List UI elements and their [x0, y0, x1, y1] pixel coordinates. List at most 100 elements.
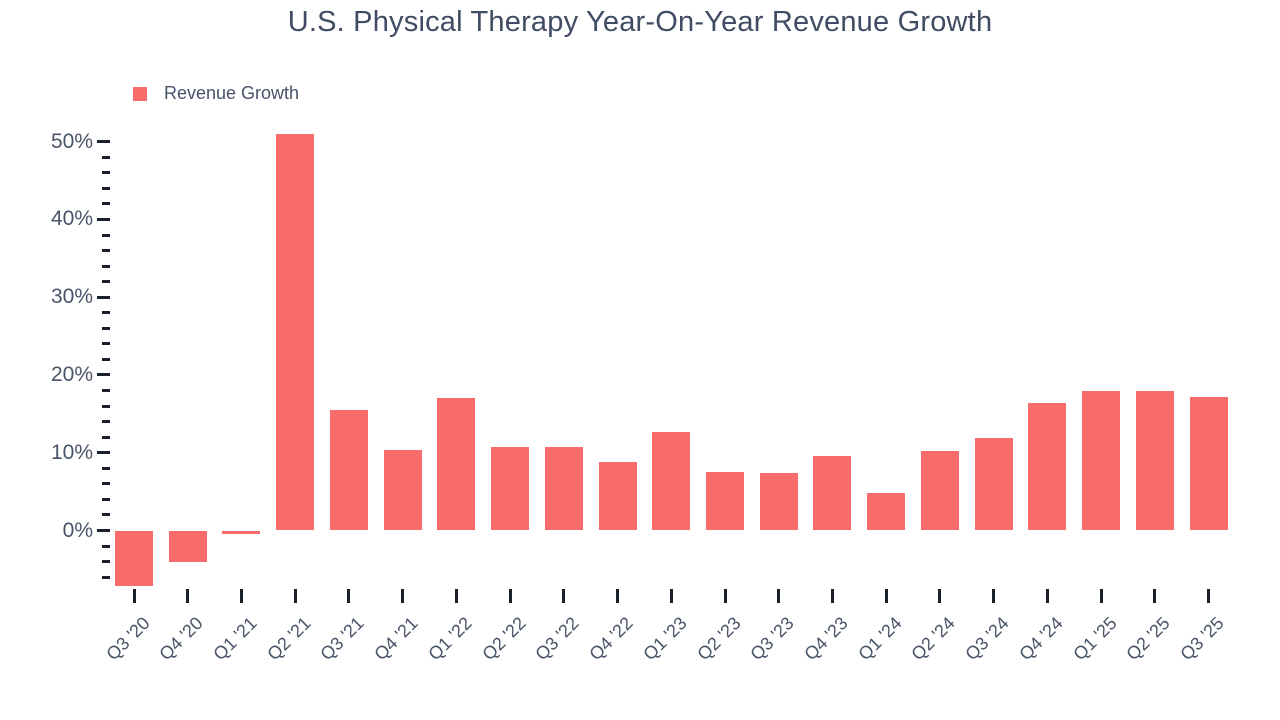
legend-item-revenue-growth[interactable]: Revenue Growth: [133, 83, 299, 104]
y-axis-minor-tick: [102, 389, 110, 393]
bar-q1-23[interactable]: [652, 431, 691, 531]
bar-q3-20[interactable]: [115, 530, 153, 586]
bar-q2-24[interactable]: [920, 451, 959, 531]
x-axis-tick-label: Q3 '21: [316, 613, 369, 665]
bar-q2-21[interactable]: [276, 133, 315, 531]
y-axis-major-tick: [97, 295, 110, 299]
x-axis-tick: [830, 589, 834, 603]
bar-q1-22[interactable]: [437, 398, 476, 531]
bar-q3-21[interactable]: [329, 409, 368, 531]
x-axis-tick-label: Q4 '21: [370, 613, 422, 665]
y-axis-tick-label: 30%: [50, 285, 93, 309]
bar-q4-22[interactable]: [598, 462, 637, 531]
y-axis-minor-tick: [102, 311, 110, 315]
x-axis-tick-label: Q4 '20: [155, 613, 207, 665]
x-axis-tick-label: Q1 '21: [209, 613, 261, 665]
y-axis-tick-label: 10%: [50, 440, 93, 464]
x-axis-tick-label: Q1 '22: [424, 613, 476, 665]
bar-q2-23[interactable]: [706, 472, 745, 531]
x-axis-tick: [669, 589, 673, 603]
y-axis-tick-label: 0%: [62, 518, 93, 542]
x-axis-tick: [777, 589, 781, 603]
bar-q1-24[interactable]: [867, 493, 906, 531]
y-axis-minor-tick: [102, 497, 110, 501]
y-axis-minor-tick: [102, 357, 110, 361]
x-axis-tick-label: Q1 '24: [854, 613, 906, 665]
y-axis-minor-tick: [102, 544, 110, 548]
y-axis-minor-tick: [102, 171, 110, 175]
y-axis-minor-tick: [102, 264, 110, 268]
x-axis-tick: [1045, 589, 1049, 603]
x-axis-tick-label: Q3 '25: [1176, 613, 1228, 665]
y-axis-tick-label: 40%: [50, 207, 93, 231]
bar-q1-21[interactable]: [222, 530, 261, 534]
x-axis-tick: [723, 589, 727, 603]
bar-q4-21[interactable]: [383, 449, 422, 531]
x-axis-tick-label: Q2 '22: [478, 613, 530, 665]
y-axis-minor-tick: [102, 404, 110, 408]
y-axis-minor-tick: [102, 155, 110, 159]
x-axis-tick: [132, 589, 136, 603]
x-axis-tick-label: Q3 '22: [531, 613, 583, 665]
x-axis-tick: [1207, 589, 1211, 603]
y-axis-minor-tick: [102, 249, 110, 253]
bar-q4-20[interactable]: [168, 530, 207, 562]
x-axis-tick: [884, 589, 888, 603]
x-axis-tick: [616, 589, 620, 603]
bar-q2-25[interactable]: [1135, 390, 1174, 531]
x-axis-tick-label: Q4 '22: [585, 613, 637, 665]
chart-title: U.S. Physical Therapy Year-On-Year Reven…: [287, 6, 993, 38]
y-axis-major-tick: [97, 140, 110, 144]
y-axis-minor-tick: [102, 186, 110, 190]
x-axis-tick-label: Q1 '25: [1069, 613, 1121, 665]
bar-q3-24[interactable]: [974, 437, 1013, 531]
bar-q4-24[interactable]: [1028, 402, 1067, 531]
x-axis-tick: [454, 589, 458, 603]
y-axis-major-tick: [97, 373, 110, 377]
x-axis-tick: [401, 589, 405, 603]
y-axis-minor-tick: [102, 326, 110, 330]
y-axis-minor-tick: [102, 233, 110, 237]
y-axis-minor-tick: [102, 513, 110, 517]
x-axis-tick: [562, 589, 566, 603]
y-axis-minor-tick: [102, 420, 110, 424]
y-axis-tick-label: 50%: [50, 129, 93, 153]
y-axis-minor-tick: [102, 466, 110, 470]
y-axis-major-tick: [97, 529, 110, 532]
x-axis-tick: [508, 589, 512, 603]
x-axis-tick-label: Q4 '24: [1015, 613, 1067, 665]
x-axis-tick-label: Q3 '24: [961, 613, 1013, 665]
y-axis-minor-tick: [102, 202, 110, 206]
bar-q3-22[interactable]: [544, 446, 583, 531]
x-axis-tick-label: Q2 '25: [1122, 613, 1175, 665]
x-axis-tick: [347, 589, 351, 603]
bar-q3-23[interactable]: [759, 472, 798, 531]
y-axis-major-tick: [97, 217, 110, 221]
x-axis-tick: [992, 589, 996, 603]
legend-swatch-icon: [133, 86, 147, 101]
bar-q3-25[interactable]: [1189, 396, 1228, 531]
x-axis-tick: [1099, 589, 1103, 603]
x-axis-tick-label: Q3 '23: [746, 613, 798, 665]
x-axis-tick: [938, 589, 942, 603]
y-axis-minor-tick: [102, 575, 110, 579]
x-axis-tick: [186, 589, 190, 603]
y-axis-minor-tick: [102, 435, 110, 439]
bar-q1-25[interactable]: [1082, 390, 1121, 531]
y-axis-major-tick: [97, 451, 110, 455]
x-axis-tick-label: Q3 '20: [101, 613, 154, 665]
x-axis-tick-label: Q2 '21: [263, 613, 315, 665]
x-axis-tick-label: Q4 '23: [800, 613, 852, 665]
y-axis-minor-tick: [102, 280, 110, 284]
x-axis-tick-label: Q2 '24: [907, 613, 960, 665]
bar-q2-22[interactable]: [491, 447, 530, 531]
x-axis-tick: [239, 589, 243, 603]
y-axis-minor-tick: [102, 482, 110, 486]
x-axis-tick: [1153, 589, 1157, 603]
y-axis-minor-tick: [102, 342, 110, 346]
x-axis-tick-label: Q1 '23: [639, 613, 691, 665]
x-axis-tick-label: Q2 '23: [692, 613, 745, 665]
bar-q4-23[interactable]: [813, 455, 852, 531]
